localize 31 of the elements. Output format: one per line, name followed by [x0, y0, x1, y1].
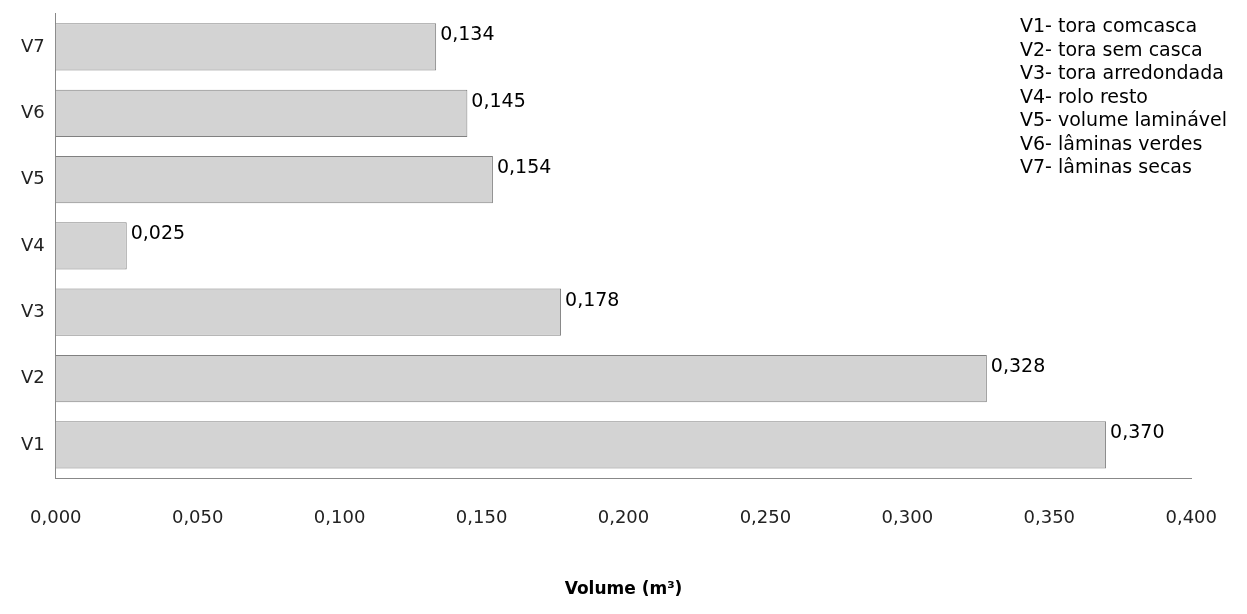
x-tick-label: 0,000	[30, 506, 82, 528]
annotation: V5- volume laminável	[1019, 108, 1227, 132]
data-label: 0,025	[130, 221, 186, 244]
y-tick-label: V6	[21, 100, 45, 122]
x-tick-label: 0,100	[313, 506, 366, 528]
y-tick-label: V5	[21, 167, 45, 189]
annotation: V7- lâminas secas	[1019, 155, 1193, 179]
x-tick-label: 0,350	[1023, 506, 1076, 528]
annotation: V4- rolo resto	[1019, 84, 1149, 108]
data-label: 0,328	[990, 353, 1046, 376]
data-label: 0,370	[1110, 420, 1165, 443]
x-tick-label: 0,200	[597, 506, 650, 528]
y-tick-label: V1	[21, 432, 45, 454]
x-tick-label: 0,300	[881, 506, 934, 528]
annotation: V2- tora sem casca	[1019, 37, 1204, 61]
annotation: V6- lâminas verdes	[1019, 131, 1204, 155]
y-tick-label: V3	[21, 299, 45, 321]
x-tick-label: 0,150	[455, 506, 508, 528]
y-tick-label: V4	[21, 233, 45, 255]
x-tick-label: 0,050	[171, 506, 224, 528]
x-tick-label: 0,400	[1165, 506, 1217, 528]
y-tick-label: V2	[21, 366, 45, 388]
annotation: V1- tora comcasca	[1019, 14, 1199, 38]
x-tick-label: 0,250	[739, 506, 792, 528]
annotation: V3- tora arredondada	[1019, 61, 1225, 85]
data-label: 0,145	[471, 88, 526, 111]
x-axis-title: Volume (m³)	[564, 578, 683, 599]
data-label: 0,134	[440, 22, 495, 45]
data-label: 0,154	[496, 155, 552, 178]
data-label: 0,178	[565, 287, 620, 310]
y-tick-label: V7	[21, 34, 45, 56]
